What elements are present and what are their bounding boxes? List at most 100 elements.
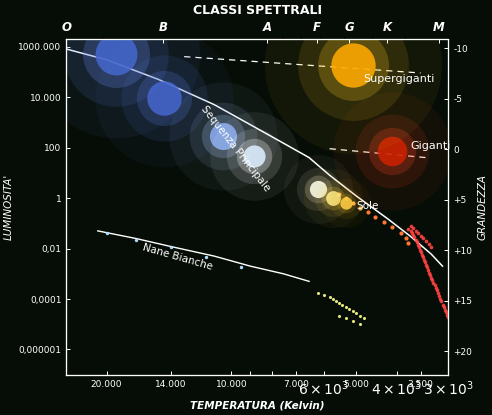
Point [314, 289, 322, 296]
Point [314, 186, 322, 193]
Point [202, 254, 210, 261]
Point [356, 204, 364, 211]
Point [219, 133, 227, 139]
Point [160, 95, 168, 102]
Point [326, 294, 334, 300]
Point [412, 227, 420, 234]
Point [417, 232, 425, 239]
Point [160, 95, 168, 102]
Point [388, 147, 396, 154]
Point [422, 261, 430, 268]
Point [425, 241, 432, 247]
Point [250, 153, 258, 160]
Point [437, 298, 445, 305]
Point [402, 235, 410, 242]
Point [349, 200, 357, 206]
Point [112, 51, 120, 58]
Point [430, 279, 437, 286]
Y-axis label: LUMINOSITA': LUMINOSITA' [4, 174, 14, 240]
Text: Sequenza Principale: Sequenza Principale [199, 104, 272, 193]
Point [329, 195, 337, 201]
Point [320, 291, 328, 298]
Point [219, 133, 227, 139]
Point [219, 133, 227, 139]
Point [329, 195, 337, 201]
Point [404, 226, 412, 232]
Point [407, 227, 415, 234]
Text: Supergiganti: Supergiganti [364, 74, 435, 84]
Point [345, 306, 353, 312]
Point [422, 238, 430, 245]
Point [429, 277, 436, 283]
Point [112, 51, 120, 58]
Point [349, 62, 357, 69]
Point [388, 147, 396, 154]
Point [237, 264, 245, 271]
Point [441, 306, 449, 313]
Point [342, 304, 350, 310]
Point [167, 244, 175, 251]
Point [419, 254, 427, 261]
Point [342, 200, 350, 206]
Point [250, 153, 258, 160]
Point [409, 225, 417, 231]
Point [428, 274, 435, 281]
Point [442, 309, 450, 315]
Point [329, 195, 337, 201]
Point [335, 300, 343, 306]
Point [421, 259, 429, 266]
Point [219, 133, 227, 139]
Point [417, 249, 425, 256]
Point [364, 209, 371, 216]
Point [438, 301, 446, 308]
Point [112, 51, 120, 58]
Point [314, 186, 322, 193]
Point [436, 295, 444, 302]
Point [424, 267, 432, 273]
Point [407, 222, 415, 229]
Point [349, 62, 357, 69]
Point [434, 290, 442, 296]
Point [414, 230, 422, 237]
Point [416, 247, 424, 253]
Point [423, 264, 431, 271]
Point [250, 153, 258, 160]
Point [329, 295, 337, 302]
Point [435, 293, 443, 300]
Point [314, 186, 322, 193]
Point [413, 239, 421, 245]
Point [160, 95, 168, 102]
Point [415, 244, 423, 251]
Point [329, 195, 337, 201]
Point [412, 237, 420, 243]
Point [335, 190, 343, 197]
Point [338, 302, 346, 308]
Point [342, 315, 350, 322]
Text: Nane Bianche: Nane Bianche [141, 242, 214, 272]
Point [430, 282, 438, 288]
X-axis label: CLASSI SPETTRALI: CLASSI SPETTRALI [193, 4, 322, 17]
Point [352, 310, 360, 317]
Point [426, 271, 434, 278]
Point [397, 229, 405, 236]
Y-axis label: GRANDEZZA: GRANDEZZA [478, 174, 488, 240]
Point [250, 153, 258, 160]
Point [356, 312, 364, 319]
Point [425, 269, 433, 276]
Point [433, 287, 441, 294]
Point [388, 224, 396, 230]
Point [418, 251, 426, 258]
Point [444, 314, 452, 320]
Point [356, 321, 364, 327]
Point [103, 229, 111, 236]
Point [419, 235, 427, 242]
Point [335, 312, 343, 319]
Point [349, 62, 357, 69]
Point [428, 243, 435, 250]
Point [112, 51, 120, 58]
Point [349, 62, 357, 69]
Point [420, 256, 428, 263]
Point [332, 298, 340, 304]
Text: Giganti: Giganti [411, 142, 451, 151]
Point [342, 195, 350, 201]
